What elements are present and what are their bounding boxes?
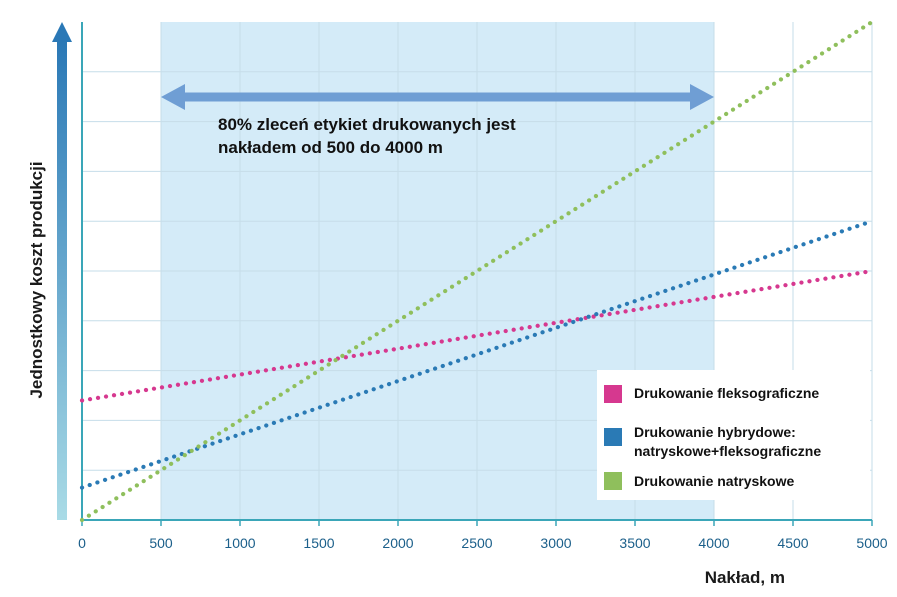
x-tick-label: 5000: [856, 535, 887, 551]
annotation-arrow-head-left: [161, 84, 185, 110]
annotation-arrow-head-right: [690, 84, 714, 110]
legend-label-hybrid-line-2: natryskowe+fleksograficzne: [634, 443, 821, 459]
x-tick-label: 4000: [698, 535, 729, 551]
axes: [52, 22, 873, 526]
x-tick-label: 0: [78, 535, 86, 551]
x-tick-label: 500: [149, 535, 173, 551]
y-arrow-head: [52, 22, 72, 42]
legend-swatch-inkjet: [604, 472, 622, 490]
series-line-2: [79, 19, 875, 523]
x-tick-label: 2500: [461, 535, 492, 551]
x-tick-label: 2000: [382, 535, 413, 551]
series-line-1: [79, 219, 875, 490]
legend-label-inkjet: Drukowanie natryskowe: [634, 473, 794, 489]
x-tick-label: 3000: [540, 535, 571, 551]
legend: Drukowanie fleksograficzne Drukowanie hy…: [597, 370, 870, 500]
x-tick-label: 1000: [224, 535, 255, 551]
x-tick-labels: 0 500 1000 1500 2000 2500 3000 3500 4000 4500 5000: [78, 535, 888, 551]
x-tick-label: 4500: [777, 535, 808, 551]
annotation-line-2: nakładem od 500 do 4000 m: [218, 138, 443, 157]
legend-label-flexo: Drukowanie fleksograficzne: [634, 385, 819, 401]
legend-swatch-hybrid: [604, 428, 622, 446]
legend-background: [597, 370, 870, 500]
x-tick-label: 3500: [619, 535, 650, 551]
annotation: 80% zleceń etykiet drukowanych jest nakł…: [161, 84, 714, 157]
x-tick-label: 1500: [303, 535, 334, 551]
x-axis-title: Nakład, m: [705, 568, 785, 587]
annotation-line-1: 80% zleceń etykiet drukowanych jest: [218, 115, 516, 134]
series-group: [79, 19, 875, 523]
legend-swatch-flexo: [604, 385, 622, 403]
legend-label-hybrid-line-1: Drukowanie hybrydowe:: [634, 424, 796, 440]
y-arrow-shaft: [57, 40, 67, 520]
y-axis-title: Jednostkowy koszt produkcji: [27, 161, 46, 398]
